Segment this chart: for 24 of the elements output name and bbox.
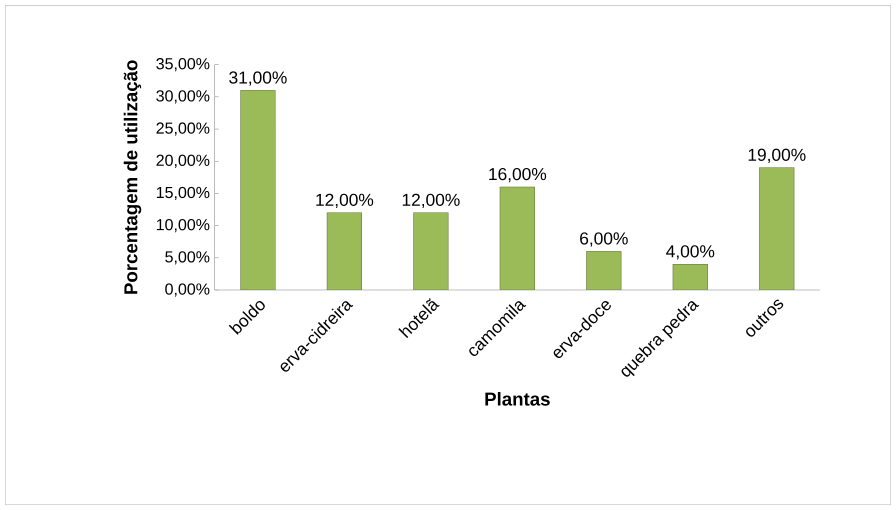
data-label: 19,00% (748, 148, 806, 163)
y-tick-label: 30,00% (156, 90, 210, 104)
bar (759, 167, 794, 290)
data-label: 4,00% (666, 245, 714, 260)
bar (672, 264, 708, 290)
bar (240, 90, 276, 290)
bar (500, 186, 535, 290)
data-label: 12,00% (402, 194, 460, 208)
y-tick-label: 15,00% (156, 186, 210, 200)
y-tick-label: 10,00% (156, 219, 210, 232)
data-label: 6,00% (580, 232, 628, 247)
y-tick-label: 5,00% (165, 251, 210, 264)
bar (413, 212, 448, 290)
y-tick-label: 0,00% (165, 283, 210, 297)
y-tick-label: 20,00% (156, 154, 210, 168)
bar (326, 212, 362, 290)
y-tick-label: 25,00% (156, 122, 210, 136)
data-label: 31,00% (229, 71, 287, 86)
bar (586, 251, 622, 290)
data-label: 12,00% (316, 194, 374, 208)
data-label: 16,00% (489, 168, 546, 182)
x-axis-title: Plantas (485, 392, 550, 406)
y-tick-label: 35,00% (156, 58, 210, 72)
y-axis-title: Porcentagem de utilização (124, 60, 142, 294)
